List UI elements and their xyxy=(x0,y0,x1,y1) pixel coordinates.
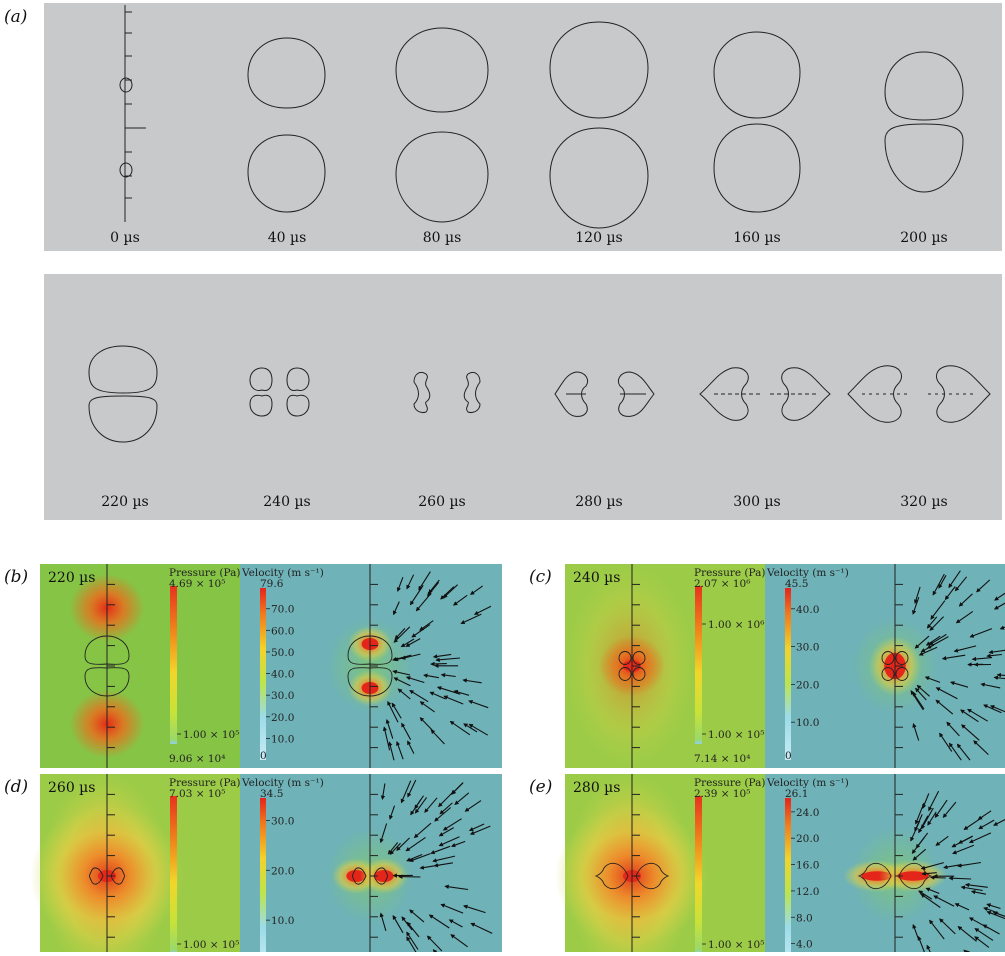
pressure-max: 7.03 × 10⁵ xyxy=(169,788,225,800)
pressure-colorbar xyxy=(170,796,177,952)
velocity-tick: 40.0 xyxy=(271,669,294,681)
pressure-tick: 1.00 × 10⁵ xyxy=(708,729,764,741)
velocity-tick: 10.0 xyxy=(271,915,294,927)
pressure-tick: 1.00 × 10⁵ xyxy=(708,939,764,951)
time-label: 0 µs xyxy=(110,230,140,246)
time-label: 300 µs xyxy=(733,494,780,510)
velocity-tick: 10.0 xyxy=(271,733,294,745)
panel-label: (b) xyxy=(4,567,28,587)
velocity-tick: 24.0 xyxy=(796,807,819,819)
velocity-tick: 30.0 xyxy=(796,642,819,654)
velocity-max: 45.5 xyxy=(785,578,808,590)
pressure-colorbar xyxy=(695,586,702,744)
velocity-tick: 20.0 xyxy=(271,865,294,877)
velocity-tick: 20.0 xyxy=(796,679,819,691)
pressure-max: 2.39 × 10⁵ xyxy=(694,788,750,800)
velocity-max: 34.5 xyxy=(260,788,283,800)
velocity-max: 26.1 xyxy=(785,788,808,800)
time-label: 240 µs xyxy=(573,570,620,586)
panel-a-row1-background xyxy=(44,3,1002,251)
pressure-max: 4.69 × 10⁵ xyxy=(169,578,225,590)
velocity-tick: 30.0 xyxy=(271,690,294,702)
pressure-field xyxy=(555,774,765,952)
time-label: 260 µs xyxy=(418,494,465,510)
panel-label: (d) xyxy=(4,777,28,797)
velocity-tick: 10.0 xyxy=(796,717,819,729)
time-label: 40 µs xyxy=(268,230,307,246)
time-label: 220 µs xyxy=(48,570,95,586)
time-label: 200 µs xyxy=(900,230,947,246)
velocity-tick: 16.0 xyxy=(796,860,819,872)
velocity-max: 79.6 xyxy=(260,578,284,590)
panel-label: (c) xyxy=(529,567,552,587)
velocity-colorbar xyxy=(260,798,266,952)
time-label: 280 µs xyxy=(575,494,622,510)
velocity-field xyxy=(765,564,1005,768)
pressure-tick: 1.00 × 10⁶ xyxy=(708,619,764,631)
velocity-tick: 30.0 xyxy=(271,815,294,827)
time-label: 260 µs xyxy=(48,780,95,796)
pressure-tick: 1.00 × 10⁵ xyxy=(183,939,239,951)
velocity-colorbar xyxy=(785,798,791,952)
panel-a-label: (a) xyxy=(4,7,27,27)
panel-a-row2-background xyxy=(44,274,1002,520)
velocity-tick: 60.0 xyxy=(271,625,294,637)
time-label: 280 µs xyxy=(573,780,620,796)
velocity-colorbar xyxy=(260,588,266,760)
velocity-tick: 40.0 xyxy=(796,604,819,616)
pressure-max: 2.07 × 10⁶ xyxy=(694,578,750,590)
velocity-tick: 20.0 xyxy=(271,712,294,724)
velocity-tick: 4.0 xyxy=(796,939,813,951)
pressure-colorbar xyxy=(170,586,177,744)
time-label: 120 µs xyxy=(575,230,622,246)
velocity-tick: 12.0 xyxy=(796,886,819,898)
velocity-min: 0 xyxy=(785,750,792,762)
pressure-min: 7.14 × 10⁴ xyxy=(694,753,750,765)
time-label: 320 µs xyxy=(900,494,947,510)
time-label: 80 µs xyxy=(423,230,462,246)
time-label: 220 µs xyxy=(101,494,148,510)
velocity-tick: 70.0 xyxy=(271,604,294,616)
pressure-colorbar xyxy=(695,796,702,952)
velocity-tick: 8.0 xyxy=(796,912,813,924)
velocity-tick: 50.0 xyxy=(271,647,294,659)
time-label: 240 µs xyxy=(263,494,310,510)
pressure-field xyxy=(30,774,240,952)
panel-a: 0 µs 40 µs 80 µs 120 µs 160 µs 200 µs 220 µs 2… xyxy=(44,3,1002,520)
time-label: 160 µs xyxy=(733,230,780,246)
velocity-colorbar xyxy=(785,588,791,760)
pressure-tick: 1.00 × 10⁵ xyxy=(183,729,239,741)
panel-label: (e) xyxy=(529,777,552,797)
velocity-tick: 20.0 xyxy=(796,833,819,845)
pressure-min: 9.06 × 10⁴ xyxy=(169,753,225,765)
velocity-min: 0 xyxy=(260,750,267,762)
